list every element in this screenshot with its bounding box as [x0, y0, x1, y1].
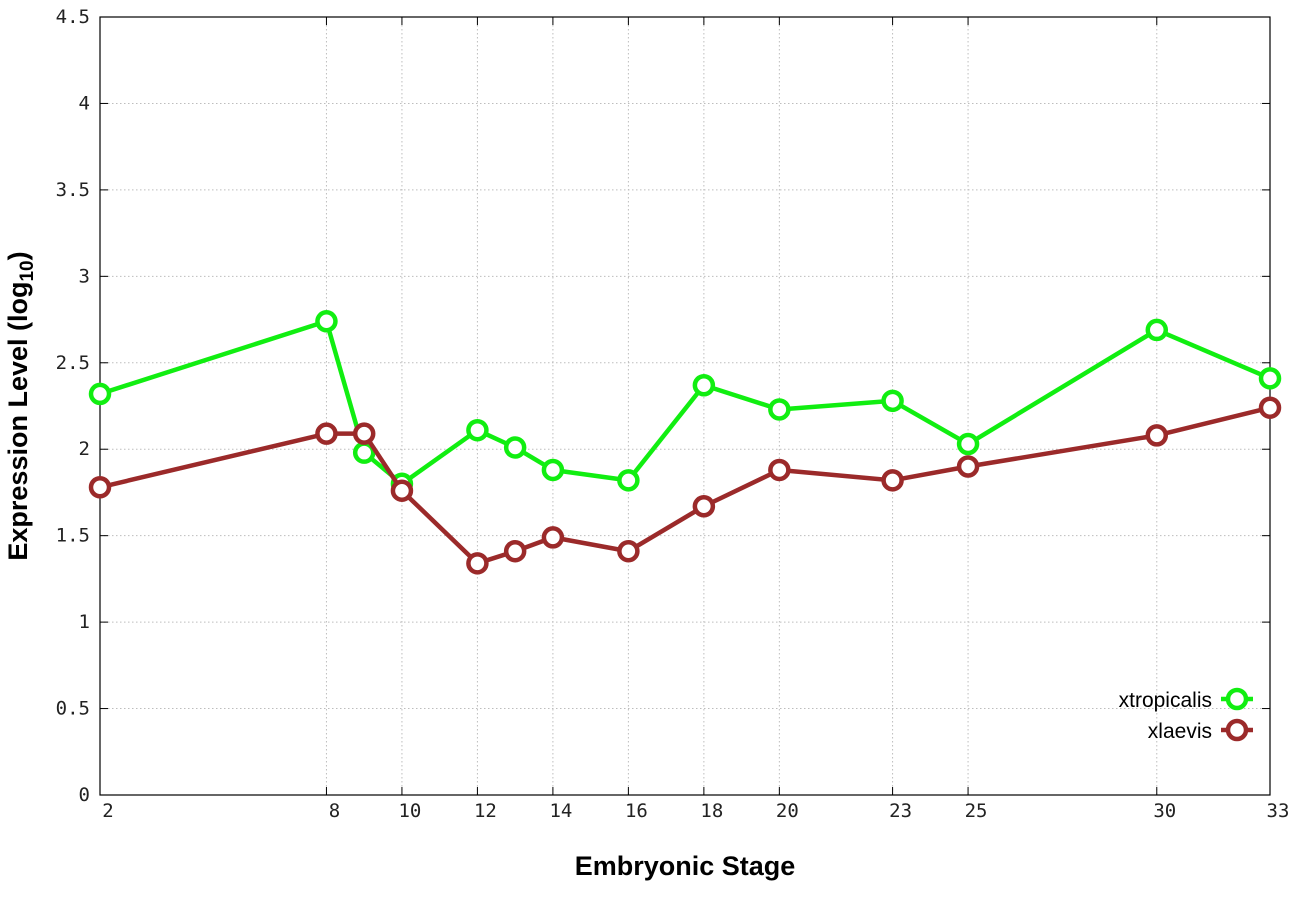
legend-marker-xtropicalis	[1225, 687, 1249, 711]
y-tick-label: 0.5	[56, 698, 90, 720]
y-tick-label: 3.5	[56, 179, 90, 201]
x-tick-label: 2	[102, 800, 113, 822]
point-xtropicalis	[1145, 318, 1169, 342]
y-axis-title-main: Expression Level (log	[3, 282, 33, 561]
point-xlaevis	[617, 539, 640, 563]
point-xlaevis	[315, 422, 338, 445]
series-line-xtropicalis	[99, 319, 1271, 487]
y-axis-title-close: )	[3, 251, 33, 260]
y-tick-label: 1	[79, 611, 90, 633]
legend: xtropicalis xlaevis	[1119, 687, 1253, 743]
x-tick-label: 12	[474, 800, 497, 822]
point-xlaevis	[692, 495, 716, 518]
grid	[100, 17, 1270, 795]
x-axis-title: Embryonic Stage	[575, 851, 796, 881]
y-tick-label: 4.5	[56, 6, 90, 28]
y-tick-label: 3	[79, 265, 90, 287]
point-xlaevis	[466, 552, 489, 575]
series-line-xlaevis	[99, 405, 1271, 566]
x-tick-label: 30	[1153, 800, 1176, 822]
x-tick-label: 8	[329, 800, 340, 822]
point-xtropicalis	[503, 436, 527, 459]
axis-ticks: 0 0.5 1 1.5 2 2.5 3 3.5 4 4.5 2 8 10 12 14 16 18 20 23 25 30…	[56, 6, 1290, 822]
y-tick-label: 4	[79, 92, 90, 114]
point-xtropicalis	[692, 374, 716, 397]
x-tick-label: 25	[965, 800, 988, 822]
point-xlaevis	[1145, 424, 1169, 447]
point-xlaevis	[390, 479, 414, 502]
legend-label-xlaevis: xlaevis	[1148, 720, 1212, 743]
legend-label-xtropicalis: xtropicalis	[1119, 689, 1212, 712]
legend-marker-xlaevis	[1225, 718, 1249, 742]
x-tick-label: 16	[625, 800, 648, 822]
point-xtropicalis	[541, 458, 565, 482]
point-xlaevis	[956, 455, 980, 478]
y-tick-label: 0	[79, 784, 90, 806]
x-tick-label: 33	[1267, 800, 1290, 822]
y-axis-title-subscript: 10	[17, 260, 38, 281]
point-xlaevis	[541, 526, 565, 549]
y-tick-label: 1.5	[56, 525, 90, 547]
point-xlaevis	[352, 422, 376, 445]
point-xlaevis	[768, 458, 791, 482]
point-xlaevis	[88, 476, 112, 499]
point-xtropicalis	[466, 418, 489, 442]
x-tick-label: 23	[889, 800, 912, 822]
point-xlaevis	[503, 539, 527, 563]
point-xlaevis	[1258, 396, 1282, 419]
point-xtropicalis	[956, 432, 980, 456]
point-xtropicalis	[315, 310, 338, 333]
x-tick-label: 14	[549, 800, 572, 822]
point-xtropicalis	[617, 469, 640, 492]
point-xtropicalis	[768, 398, 791, 421]
point-xlaevis	[881, 469, 904, 492]
x-tick-label: 20	[776, 800, 799, 822]
x-tick-label: 18	[700, 800, 723, 822]
y-axis-title: Expression Level (log10)	[3, 251, 38, 560]
point-xtropicalis	[1258, 367, 1282, 390]
point-xtropicalis	[88, 382, 112, 406]
point-xtropicalis	[881, 389, 904, 413]
x-tick-label: 10	[398, 800, 421, 822]
series-layer	[88, 310, 1282, 575]
y-tick-label: 2	[79, 438, 90, 460]
y-tick-label: 2.5	[56, 352, 90, 374]
